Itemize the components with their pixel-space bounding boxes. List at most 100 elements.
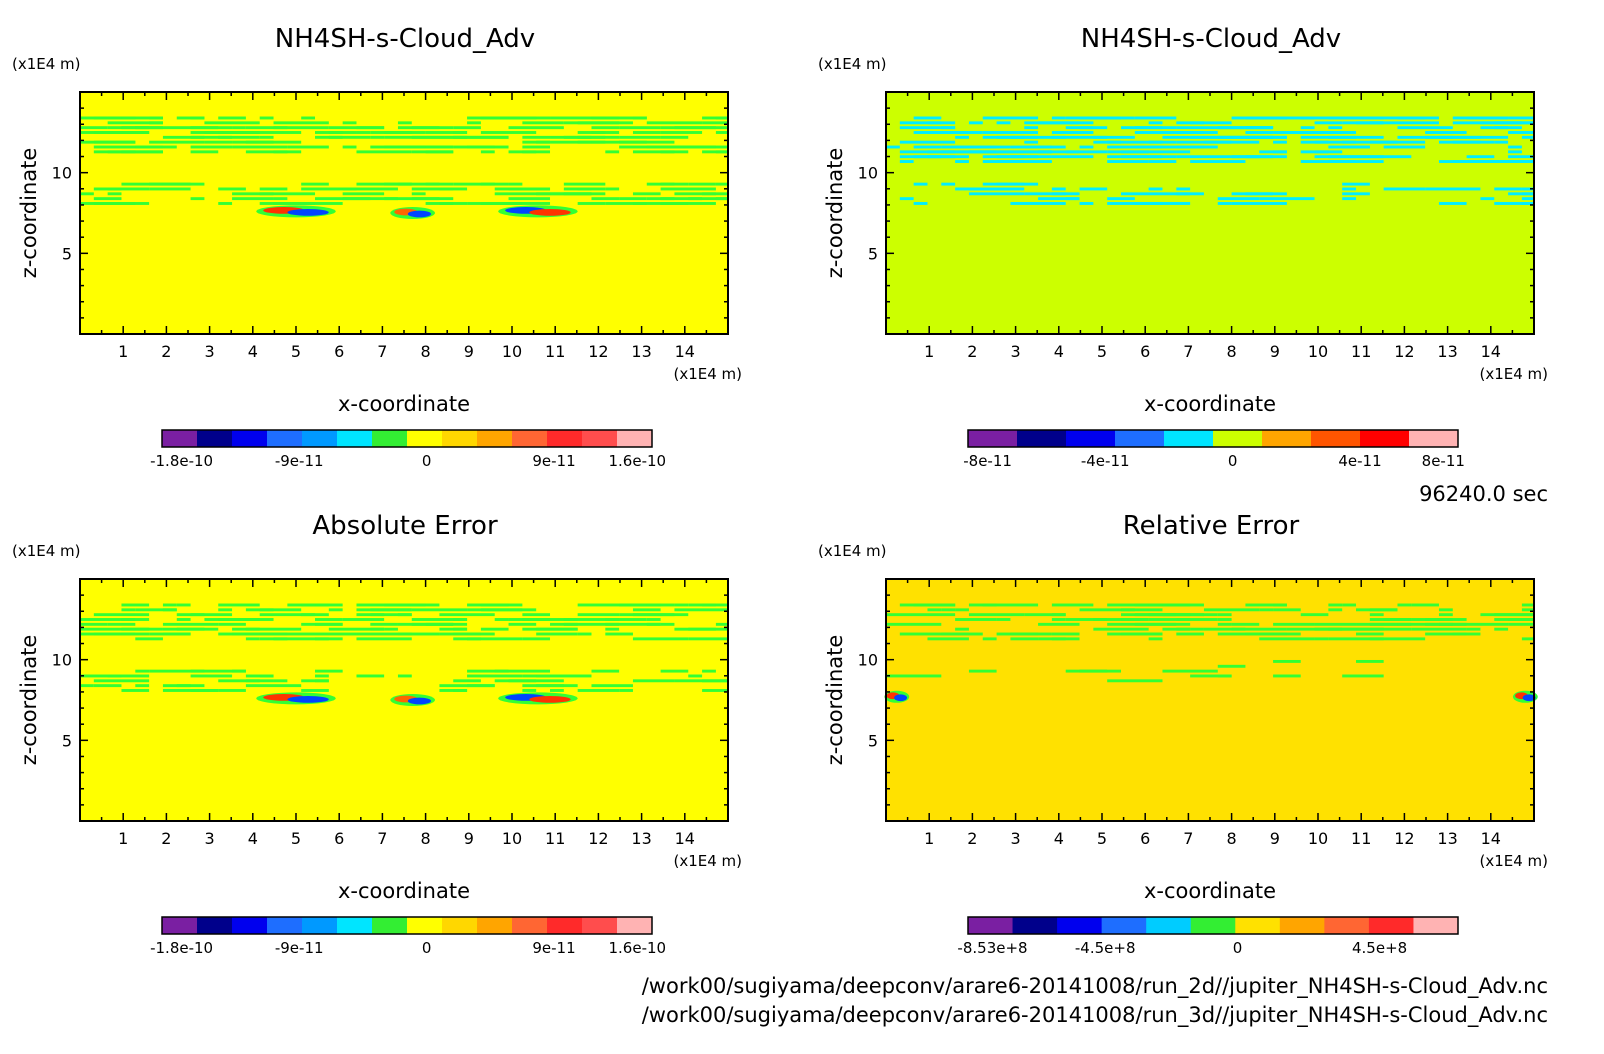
contour-cell xyxy=(1148,140,1177,144)
contour-cell xyxy=(508,202,551,205)
x-tick-label: 1 xyxy=(924,829,934,848)
contour-cell xyxy=(508,622,537,626)
contour-cell xyxy=(232,126,246,130)
colorbar-swatch xyxy=(372,430,408,447)
x-tick-label: 9 xyxy=(464,829,474,848)
contour-cell xyxy=(522,135,551,139)
contour-cell xyxy=(1010,155,1052,159)
contour-cell xyxy=(886,145,900,149)
contour-cell xyxy=(702,669,716,673)
contour-cell xyxy=(259,116,274,120)
contour-cell xyxy=(1273,140,1287,144)
contour-cell xyxy=(1107,202,1149,205)
contour-cell xyxy=(1273,150,1287,154)
contour-cell xyxy=(968,150,997,154)
contour-cell xyxy=(1093,135,1108,139)
contour-cell xyxy=(107,121,163,125)
contour-cell xyxy=(93,145,150,149)
colorbar-swatch xyxy=(1190,917,1236,934)
contour-cell xyxy=(1217,664,1246,668)
contour-cell xyxy=(245,684,302,688)
contour-cell xyxy=(107,674,150,678)
y-axis-label: z-coordinate xyxy=(17,635,41,766)
contour-cell xyxy=(397,613,412,617)
contour-cell xyxy=(1521,637,1534,641)
contour-cell xyxy=(508,679,564,683)
contour-cell xyxy=(536,140,551,144)
contour-cell xyxy=(715,131,728,134)
contour-cell xyxy=(1162,603,1204,607)
contour-cell xyxy=(1521,187,1534,191)
contour-cell xyxy=(550,689,564,692)
contour-cell xyxy=(1300,126,1315,130)
contour-cell xyxy=(702,689,728,692)
contour-cell xyxy=(968,192,1025,196)
contour-cell xyxy=(1051,192,1080,196)
contour-cell xyxy=(1051,131,1094,134)
colorbar-swatch xyxy=(302,917,338,934)
contour-cell xyxy=(93,187,122,191)
contour-cell xyxy=(80,684,94,688)
contour-cell xyxy=(273,679,288,683)
contour-cell xyxy=(508,197,551,201)
contour-cell xyxy=(899,197,914,201)
contour-cell xyxy=(315,637,343,641)
contour-cell xyxy=(1217,674,1232,678)
contour-cell xyxy=(135,126,163,130)
contour-cell xyxy=(1148,603,1163,607)
contour-cell xyxy=(80,622,108,626)
contour-cell xyxy=(121,608,136,612)
contour-cell xyxy=(384,627,398,631)
chart-title: Relative Error xyxy=(1123,511,1300,541)
contour-cell xyxy=(80,674,122,678)
contour-cell xyxy=(1521,608,1534,612)
contour-cell xyxy=(955,632,983,636)
contour-cell xyxy=(1107,603,1163,607)
contour-cell xyxy=(1051,637,1080,641)
contour-cell xyxy=(467,684,495,688)
x-tick-label: 12 xyxy=(1394,342,1414,361)
contour-cell xyxy=(1452,622,1509,626)
contour-cell xyxy=(1231,622,1260,626)
contour-cell xyxy=(927,155,969,159)
contour-cell xyxy=(218,608,233,612)
contour-cell xyxy=(982,637,997,641)
contour-cell xyxy=(162,622,219,626)
contour-cell xyxy=(301,603,316,607)
contour-cell xyxy=(1134,131,1191,134)
contour-cell xyxy=(1079,202,1094,205)
colorbar-label: 0 xyxy=(1233,939,1243,957)
contour-cell xyxy=(1438,135,1481,139)
contour-cell xyxy=(1438,622,1467,626)
contour-cell xyxy=(1176,618,1218,621)
contour-cell xyxy=(1217,140,1260,144)
colorbar-label: 4.5e+8 xyxy=(1352,939,1407,957)
x-tick-label: 1 xyxy=(118,342,128,361)
contour-cell xyxy=(494,669,551,673)
contour-cell xyxy=(411,145,426,149)
contour-cell xyxy=(411,126,440,130)
x-tick-label: 13 xyxy=(631,829,651,848)
contour-cell xyxy=(1245,155,1274,159)
contour-cell xyxy=(1273,674,1301,678)
contour-cell xyxy=(135,627,163,631)
contour-cell xyxy=(1231,627,1287,631)
contour-cell xyxy=(453,679,481,683)
colorbar-swatch xyxy=(477,917,513,934)
contour-cell xyxy=(204,126,233,130)
contour-cell xyxy=(646,622,661,626)
contour-cell xyxy=(370,613,385,617)
contour-cell xyxy=(1107,679,1163,683)
contour-cell xyxy=(1010,632,1052,636)
colorbar-label: 1.6e-10 xyxy=(609,939,667,957)
y-axis-label: z-coordinate xyxy=(823,635,847,766)
x-unit-label: (x1E4 m) xyxy=(673,852,742,870)
contour-cell xyxy=(632,613,689,617)
contour-cell xyxy=(1411,627,1467,631)
blob-core-secondary xyxy=(1522,694,1536,702)
contour-cell xyxy=(494,192,551,196)
y-tick-label: 10 xyxy=(858,651,878,670)
contour-cell xyxy=(135,632,150,636)
colorbar-swatch xyxy=(1311,430,1361,447)
contour-cell xyxy=(1369,608,1384,612)
